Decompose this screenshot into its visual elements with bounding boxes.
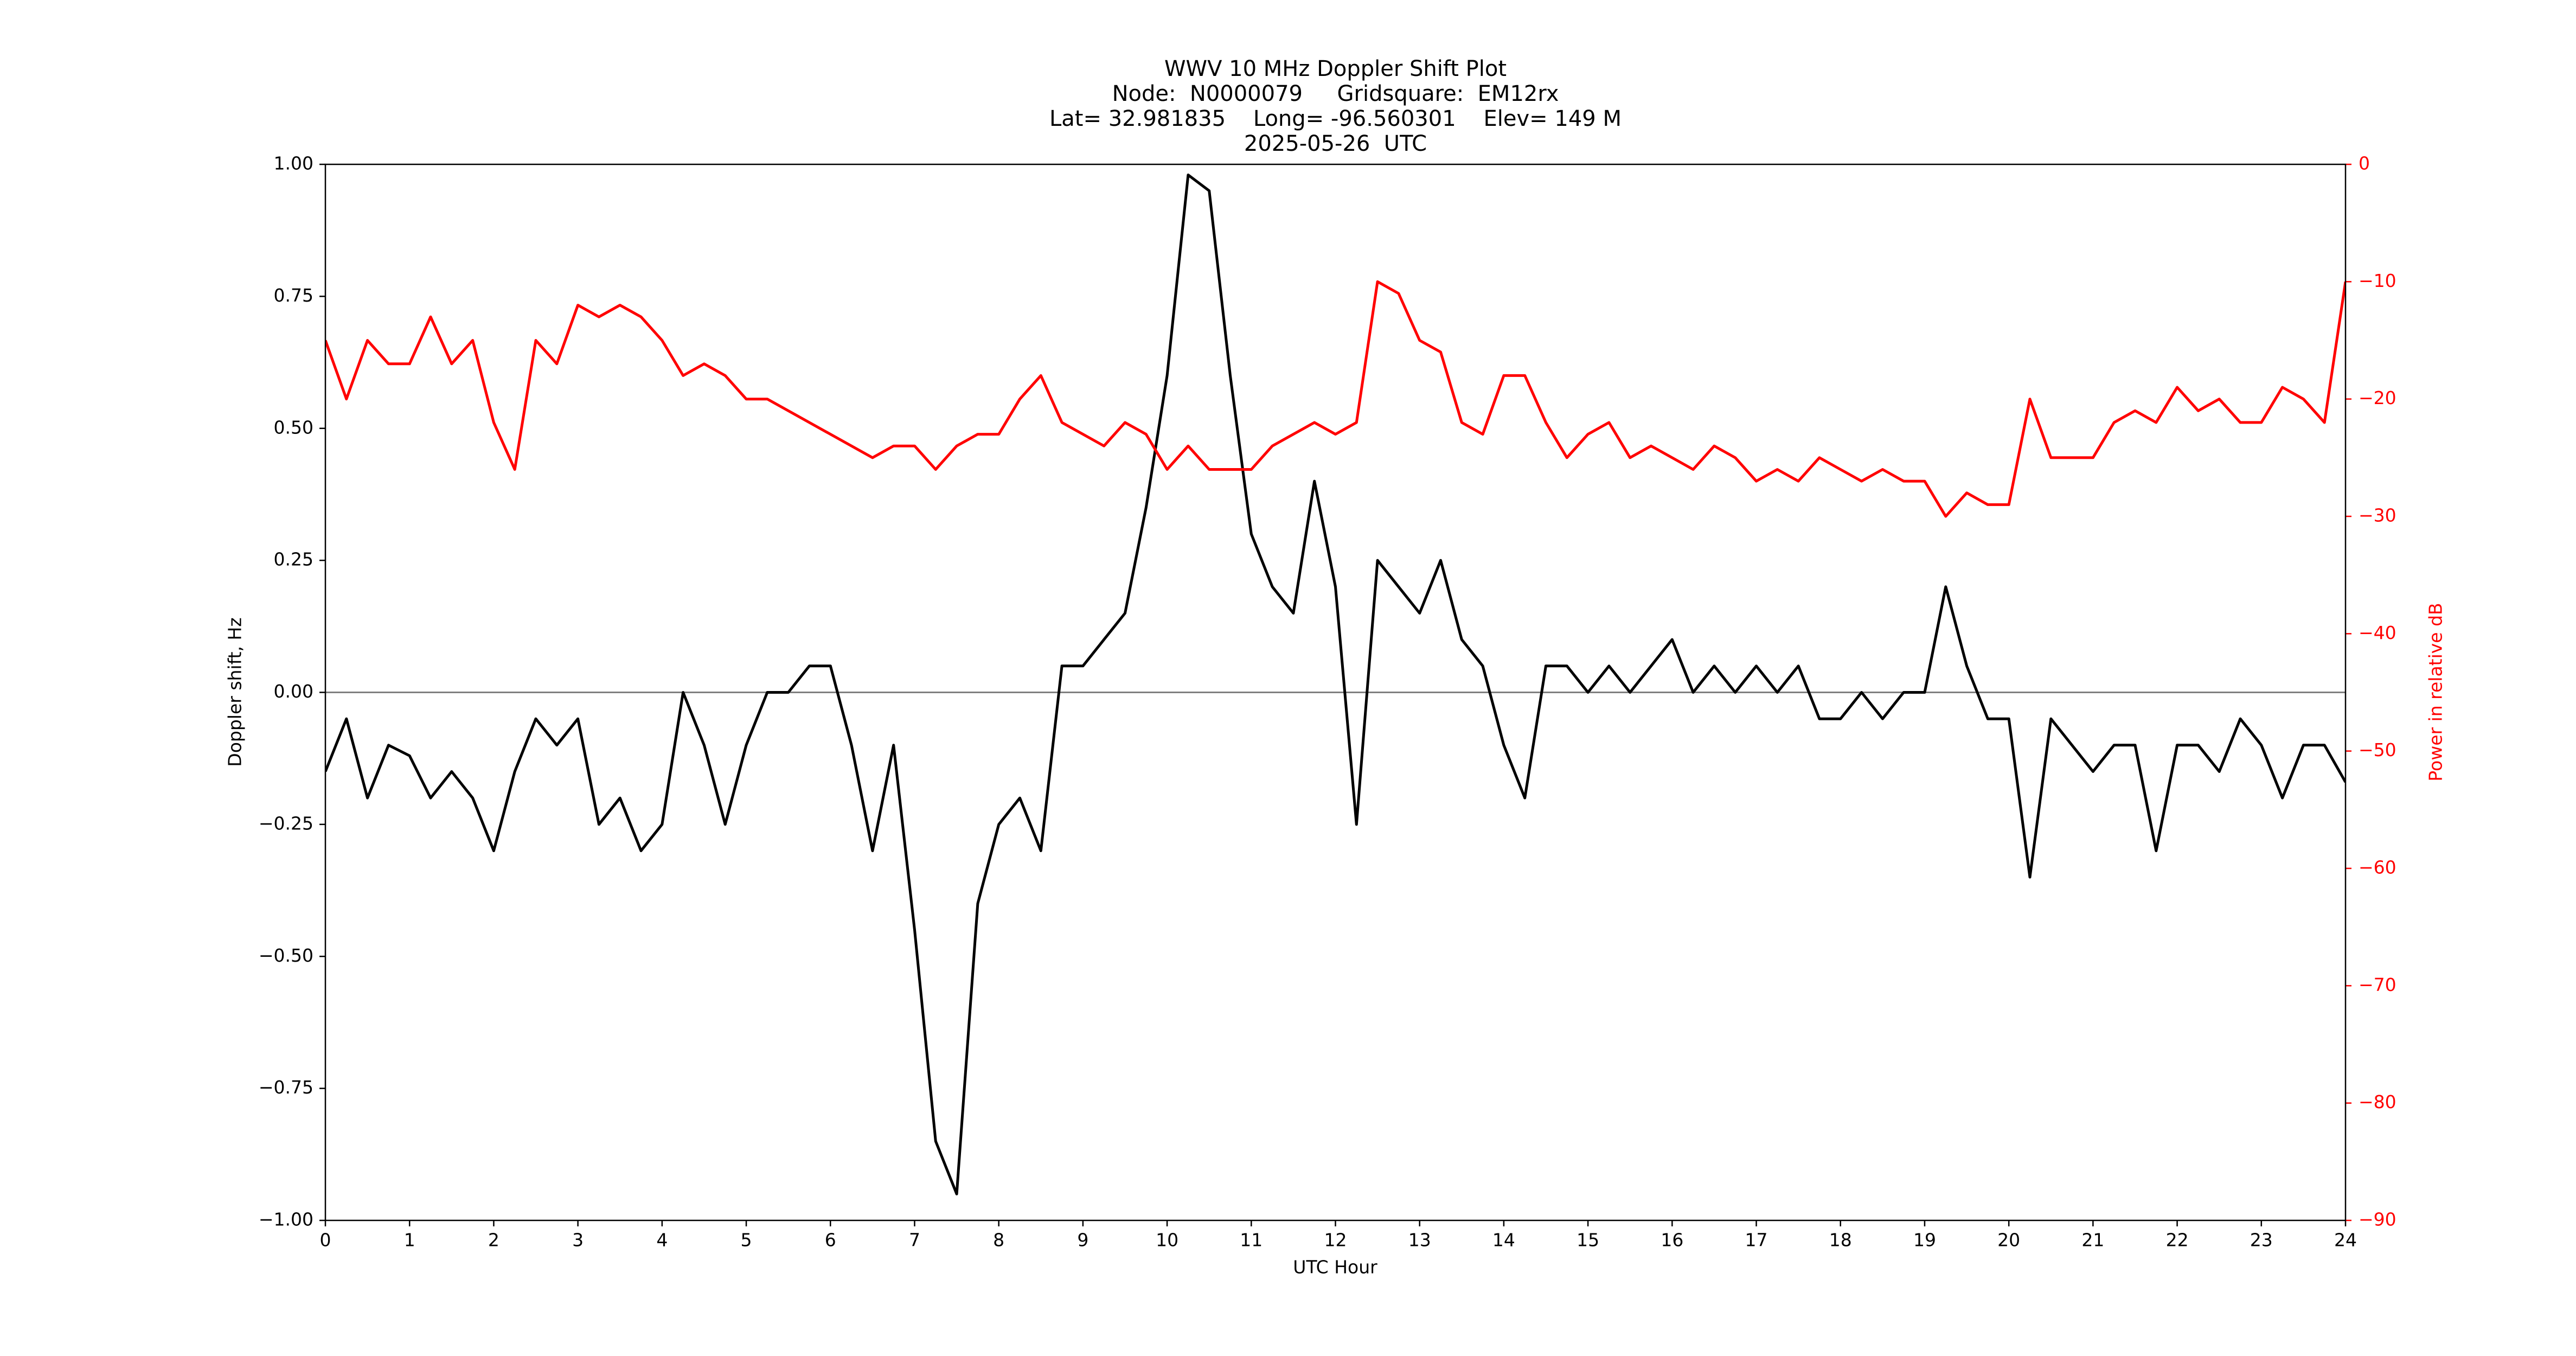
y2-tick-label: −40: [2359, 622, 2396, 643]
x-tick-label: 6: [825, 1230, 836, 1251]
x-tick-label: 1: [404, 1230, 415, 1251]
x-tick-label: 22: [2166, 1230, 2189, 1251]
y2-tick-label: −50: [2359, 739, 2396, 760]
y2-tick-label: −20: [2359, 387, 2396, 408]
y2-tick-label: −30: [2359, 505, 2396, 526]
x-tick-label: 8: [993, 1230, 1004, 1251]
x-tick-label: 21: [2081, 1230, 2104, 1251]
y-tick-label: −0.25: [259, 813, 313, 834]
chart-title: WWV 10 MHz Doppler Shift Plot: [1164, 56, 1507, 81]
y2-tick-label: −10: [2359, 270, 2396, 291]
series-line: [325, 280, 2346, 518]
y-tick-label: −0.75: [259, 1077, 313, 1098]
chart-title: 2025-05-26 UTC: [1244, 131, 1427, 156]
series-line: [325, 174, 2346, 1195]
y2-tick-label: −90: [2359, 1209, 2396, 1230]
x-tick-label: 16: [1661, 1230, 1683, 1251]
x-tick-label: 19: [1913, 1230, 1936, 1251]
x-tick-label: 17: [1745, 1230, 1768, 1251]
y-tick-label: 0.00: [274, 681, 313, 702]
x-tick-label: 7: [909, 1230, 920, 1251]
x-tick-label: 18: [1829, 1230, 1852, 1251]
x-tick-label: 20: [1997, 1230, 2020, 1251]
x-tick-label: 3: [572, 1230, 584, 1251]
x-tick-label: 23: [2250, 1230, 2273, 1251]
plot-lines: [325, 174, 2346, 1195]
x-tick-label: 0: [320, 1230, 331, 1251]
y2-axis-label: Power in relative dB: [2425, 603, 2446, 781]
x-tick-label: 11: [1240, 1230, 1263, 1251]
y-tick-label: 0.25: [274, 549, 313, 570]
y2-tick-label: −70: [2359, 974, 2396, 995]
x-tick-label: 9: [1077, 1230, 1088, 1251]
x-tick-label: 4: [656, 1230, 668, 1251]
x-tick-label: 2: [488, 1230, 499, 1251]
x-tick-label: 14: [1492, 1230, 1515, 1251]
x-tick-label: 5: [741, 1230, 752, 1251]
x-tick-label: 24: [2334, 1230, 2357, 1251]
plot-frame: [324, 163, 2347, 1221]
y-tick-label: 1.00: [274, 153, 313, 174]
y-tick-label: 0.50: [274, 417, 313, 438]
y2-tick-label: −80: [2359, 1091, 2396, 1112]
x-tick-label: 12: [1324, 1230, 1347, 1251]
chart-title: Node: N0000079 Gridsquare: EM12rx: [1112, 81, 1559, 106]
x-tick-label: 15: [1577, 1230, 1599, 1251]
y-tick-label: −0.50: [259, 945, 313, 966]
y-tick-label: −1.00: [259, 1209, 313, 1230]
x-tick-label: 10: [1156, 1230, 1178, 1251]
x-tick-label: 13: [1408, 1230, 1431, 1251]
chart-title: Lat= 32.981835 Long= -96.560301 Elev= 14…: [1049, 106, 1622, 131]
x-axis-label: UTC Hour: [1293, 1257, 1377, 1278]
y-axis-label: Doppler shift, Hz: [225, 617, 246, 766]
y2-tick-label: 0: [2359, 153, 2370, 174]
y-tick-label: 0.75: [274, 285, 313, 306]
y2-tick-label: −60: [2359, 857, 2396, 878]
